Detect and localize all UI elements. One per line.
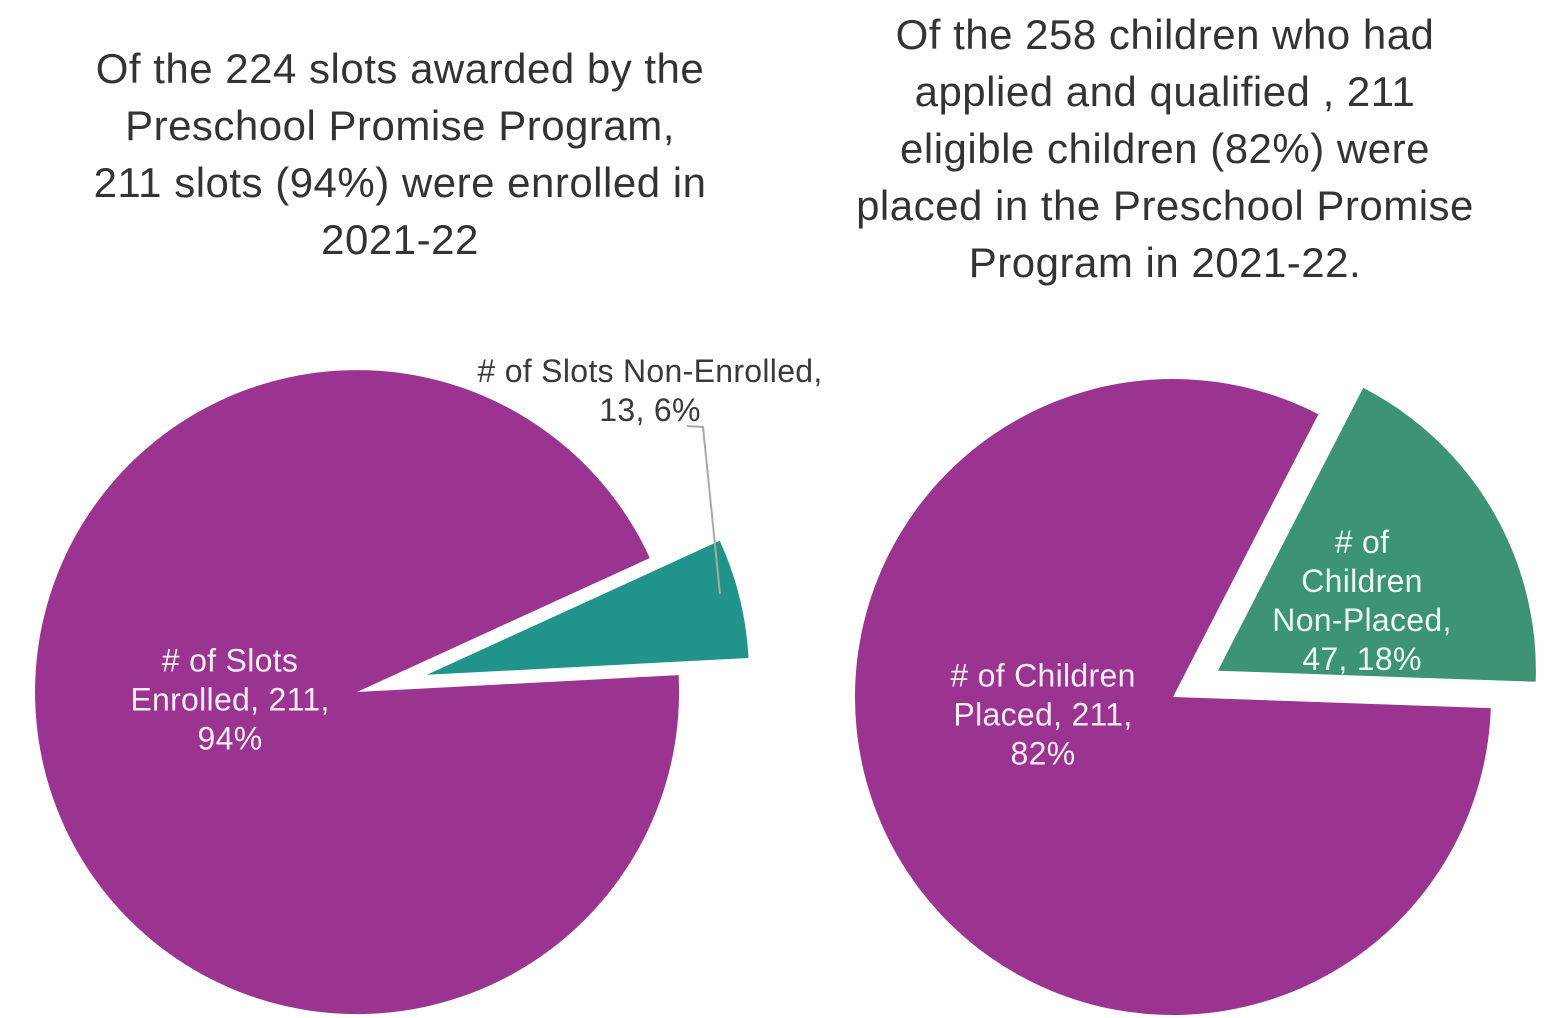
left-pie-enrolled-label: # of Slots Enrolled, 211, 94% [130,642,330,757]
label-leader-line [686,425,721,595]
right-chart-title: Of the 258 children who had applied and … [856,11,1474,286]
right-pie-placed-label: # of Children Placed, 211, 82% [950,657,1136,772]
pie-slice-of-slots-non-enrolled [426,540,749,675]
left-pie-non-enrolled-label: # of Slots Non-Enrolled, 13, 6% [477,353,823,428]
pie-slice-of-children-placed [854,379,1491,1016]
pie-slice-of-slots-enrolled [35,370,680,1015]
right-pie-non-placed-label: # of Children Non-Placed, 47, 18% [1272,524,1452,677]
left-chart-title: Of the 224 slots awarded by the Preschoo… [93,45,707,263]
pie-slice-of-children-non-placed [1217,387,1536,682]
